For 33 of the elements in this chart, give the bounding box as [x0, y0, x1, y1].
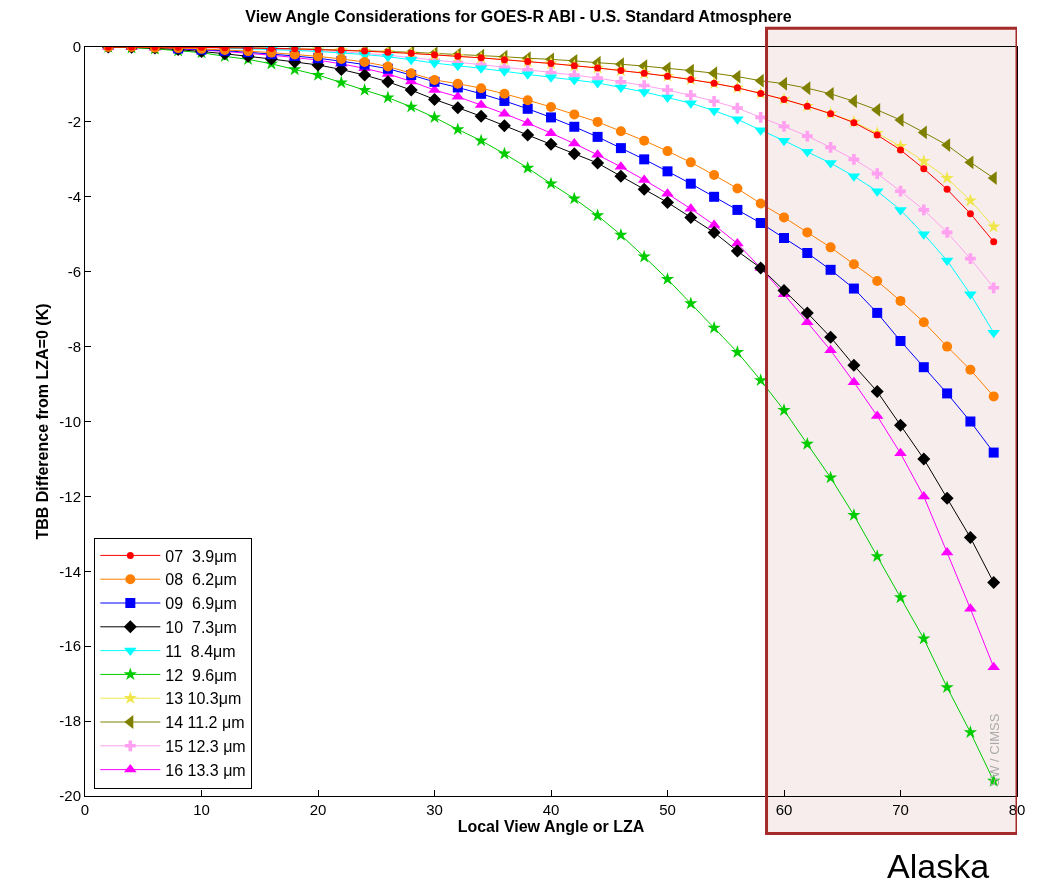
annotation: SW / CIMSS [986, 713, 1002, 787]
x-tick-label: 50 [659, 801, 676, 818]
legend-label: 07 3.9μm [165, 547, 237, 565]
legend-label: 15 12.3 μm [165, 738, 246, 756]
legend-label: 13 10.3μm [165, 690, 242, 708]
y-tick-label: -8 [67, 337, 81, 355]
legend-label: 11 8.4μm [165, 642, 236, 660]
y-axis-title: TBB Difference from LZA=0 (K) [34, 303, 52, 540]
y-tick-label: -2 [67, 113, 81, 131]
y-tick-label: -12 [59, 487, 81, 505]
x-axis-title: Local View Angle or LZA [457, 818, 645, 835]
y-tick-label: -6 [67, 262, 81, 280]
legend-label: 14 11.2 μm [165, 714, 245, 732]
x-tick-label: 70 [892, 801, 909, 818]
x-tick-label: 10 [193, 801, 210, 818]
x-tick-label: 30 [426, 801, 443, 818]
legend-label: 10 7.3μm [165, 619, 237, 637]
legend-label: 09 6.9μm [165, 595, 237, 613]
x-tick-label: 60 [775, 801, 793, 818]
chart-title: View Angle Considerations for GOES-R ABI - U.S. Standard Atmosphere [245, 7, 792, 25]
x-tick-label: 40 [542, 801, 560, 818]
band-label: Alaska [887, 847, 990, 885]
y-tick-label: -18 [59, 712, 81, 730]
legend-label: 16 13.3 μm [165, 761, 246, 779]
y-tick-label: -10 [59, 412, 81, 430]
y-tick-label: -20 [59, 787, 81, 805]
y-tick-label: -14 [59, 562, 81, 580]
legend-label: 08 6.2μm [165, 571, 237, 589]
legend-label: 12 9.6μm [165, 666, 237, 684]
y-tick-label: -16 [59, 637, 81, 655]
y-tick-label: 0 [72, 38, 81, 56]
y-tick-label: -4 [67, 188, 81, 206]
x-tick-label: 20 [309, 801, 327, 818]
